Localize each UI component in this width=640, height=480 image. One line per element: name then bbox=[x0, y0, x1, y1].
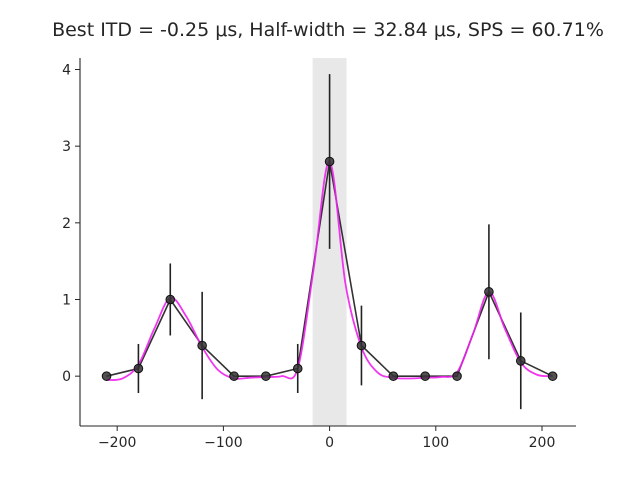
data-point bbox=[356, 340, 367, 351]
data-point bbox=[165, 294, 176, 305]
y-tick-label: 0 bbox=[62, 369, 71, 385]
data-point bbox=[101, 371, 112, 381]
data-point bbox=[420, 371, 430, 381]
data-point bbox=[452, 371, 462, 381]
data-point bbox=[292, 363, 303, 374]
plot-area: −200 −100 0 100 200 0 1 2 3 4 bbox=[62, 58, 576, 451]
chart-title: Best ITD = -0.25 μs, Half-width = 32.84 … bbox=[52, 19, 604, 41]
x-tick-label: 200 bbox=[529, 435, 556, 451]
x-tick-label: 0 bbox=[325, 435, 334, 451]
data-point bbox=[388, 371, 399, 381]
y-tick-label: 4 bbox=[62, 63, 71, 79]
data-point bbox=[484, 287, 494, 297]
data-point bbox=[324, 156, 335, 167]
y-tick-label: 3 bbox=[62, 139, 71, 155]
data-point bbox=[229, 371, 239, 381]
x-tick-label: 100 bbox=[422, 435, 449, 451]
data-point bbox=[197, 340, 207, 351]
data-point bbox=[261, 371, 271, 381]
x-tick-label: −100 bbox=[204, 435, 242, 451]
data-point bbox=[133, 363, 144, 374]
x-tick-label: −200 bbox=[98, 435, 136, 451]
y-tick-label: 2 bbox=[62, 216, 71, 232]
data-point bbox=[515, 356, 526, 366]
data-point bbox=[547, 371, 558, 381]
y-tick-label: 1 bbox=[62, 293, 71, 309]
